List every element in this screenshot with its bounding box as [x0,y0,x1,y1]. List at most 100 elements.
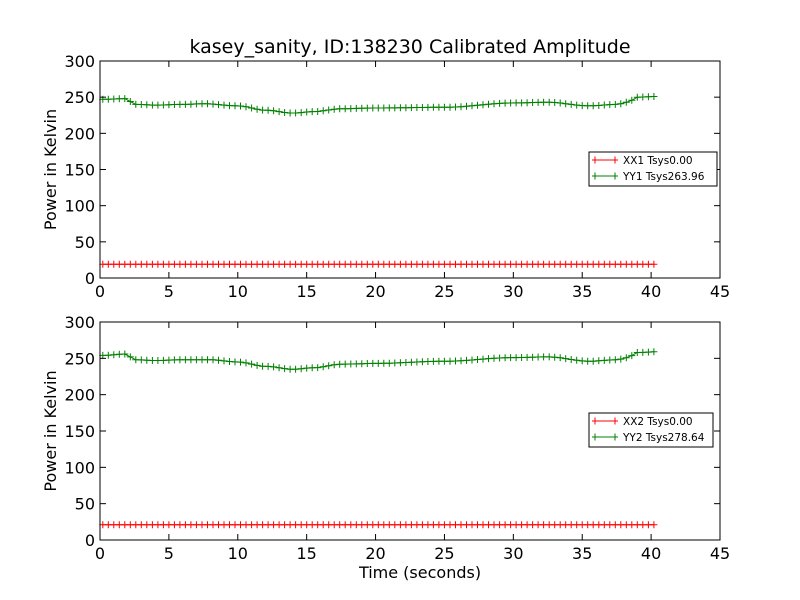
y-tick-label: 100 [64,458,95,477]
legend-label: YY1 Tsys263.96 [622,171,705,183]
data-point [314,364,322,372]
data-point [319,107,327,115]
legend-marker [592,417,598,425]
y-tick-label: 200 [64,386,95,405]
data-point [126,353,134,361]
data-point [220,357,228,365]
x-tick-label: 40 [641,544,661,563]
legend-marker [592,172,598,180]
x-tick-label: 15 [296,544,316,563]
data-point [611,356,619,364]
series-1 [99,521,658,529]
data-point [650,521,658,529]
data-point [622,98,630,106]
y-tick-label: 250 [64,88,95,107]
y-tick-label: 0 [85,269,95,288]
data-point [248,104,256,112]
x-tick-label: 30 [503,544,523,563]
data-point [567,356,575,363]
y-tick-label: 150 [64,422,95,441]
legend-marker [612,417,618,425]
legend-marker [612,172,618,180]
data-point [325,362,333,370]
x-tick-label: 5 [164,544,174,563]
y-tick-label: 100 [64,197,95,216]
x-tick-label: 20 [365,282,385,301]
data-point [551,353,559,361]
y-tick-label: 50 [75,233,95,252]
x-tick-label: 25 [434,544,454,563]
series-1 [99,260,658,268]
legend-box [588,412,714,448]
y-tick-label: 300 [64,313,95,332]
data-point [628,96,636,104]
data-point [270,363,278,371]
data-point [617,355,625,363]
x-tick-label: 45 [710,544,730,563]
legend-marker [612,156,618,164]
data-point [622,354,630,362]
data-point [319,363,327,371]
x-tick-label: 30 [503,282,523,301]
data-point [275,364,283,372]
x-tick-label: 35 [572,544,592,563]
x-tick-label: 0 [95,282,105,301]
data-point [556,354,564,362]
data-point [611,100,619,108]
data-point [121,350,129,358]
x-tick-label: 45 [710,282,730,301]
data-point [556,99,564,107]
data-point [628,352,636,360]
x-tick-label: 40 [641,282,661,301]
data-point [253,361,261,369]
y-tick-label: 0 [85,531,95,550]
y-tick-label: 250 [64,349,95,368]
legend-marker [592,433,598,441]
x-tick-label: 10 [228,282,248,301]
x-tick-label: 10 [228,544,248,563]
data-point [242,103,250,111]
data-point [567,100,575,108]
data-point [650,260,658,268]
data-point [650,348,658,356]
y-tick-label: 300 [64,52,95,71]
data-point [562,355,570,363]
legend-marker [592,156,598,164]
legend: XX2 Tsys0.00 YY2 Tsys278.64 [588,412,714,448]
plot-panel-1: kasey_sanity, ID:138230 Calibrated Ampli… [41,36,730,301]
series-2 [99,348,658,373]
data-point [253,105,261,113]
x-tick-label: 0 [95,544,105,563]
series-2 [99,93,658,117]
legend-label: XX1 Tsys0.00 [623,155,693,167]
data-point [248,360,256,368]
data-point [215,356,222,364]
y-tick-label: 150 [64,161,95,180]
data-point [242,359,250,367]
legend-box [588,151,718,187]
data-point [237,358,244,366]
data-point [650,93,658,100]
data-point [314,108,322,115]
data-point [281,365,289,373]
data-point [474,101,481,109]
plot-panel-2: 0 5 10 15 20 25 30 35 40 45 0 50 100 150 200 250 300 Powe… [41,313,730,582]
data-point [562,100,570,108]
x-tick-label: 25 [434,282,454,301]
data-point [573,356,581,364]
data-point [237,102,244,110]
data-point [126,98,134,105]
legend-marker [612,433,618,441]
data-point [270,107,278,115]
data-point [617,100,625,108]
chart-title: kasey_sanity, ID:138230 Calibrated Ampli… [189,36,630,58]
x-axis-label: Time (seconds) [358,563,481,582]
data-point [275,108,283,116]
legend-label: YY2 Tsys278.64 [622,432,705,444]
legend-label: XX2 Tsys0.00 [623,416,693,428]
y-tick-label: 200 [64,124,95,143]
data-point [121,95,129,103]
x-tick-label: 15 [296,282,316,301]
legend: XX1 Tsys0.00 YY1 Tsys263.96 [588,151,718,187]
